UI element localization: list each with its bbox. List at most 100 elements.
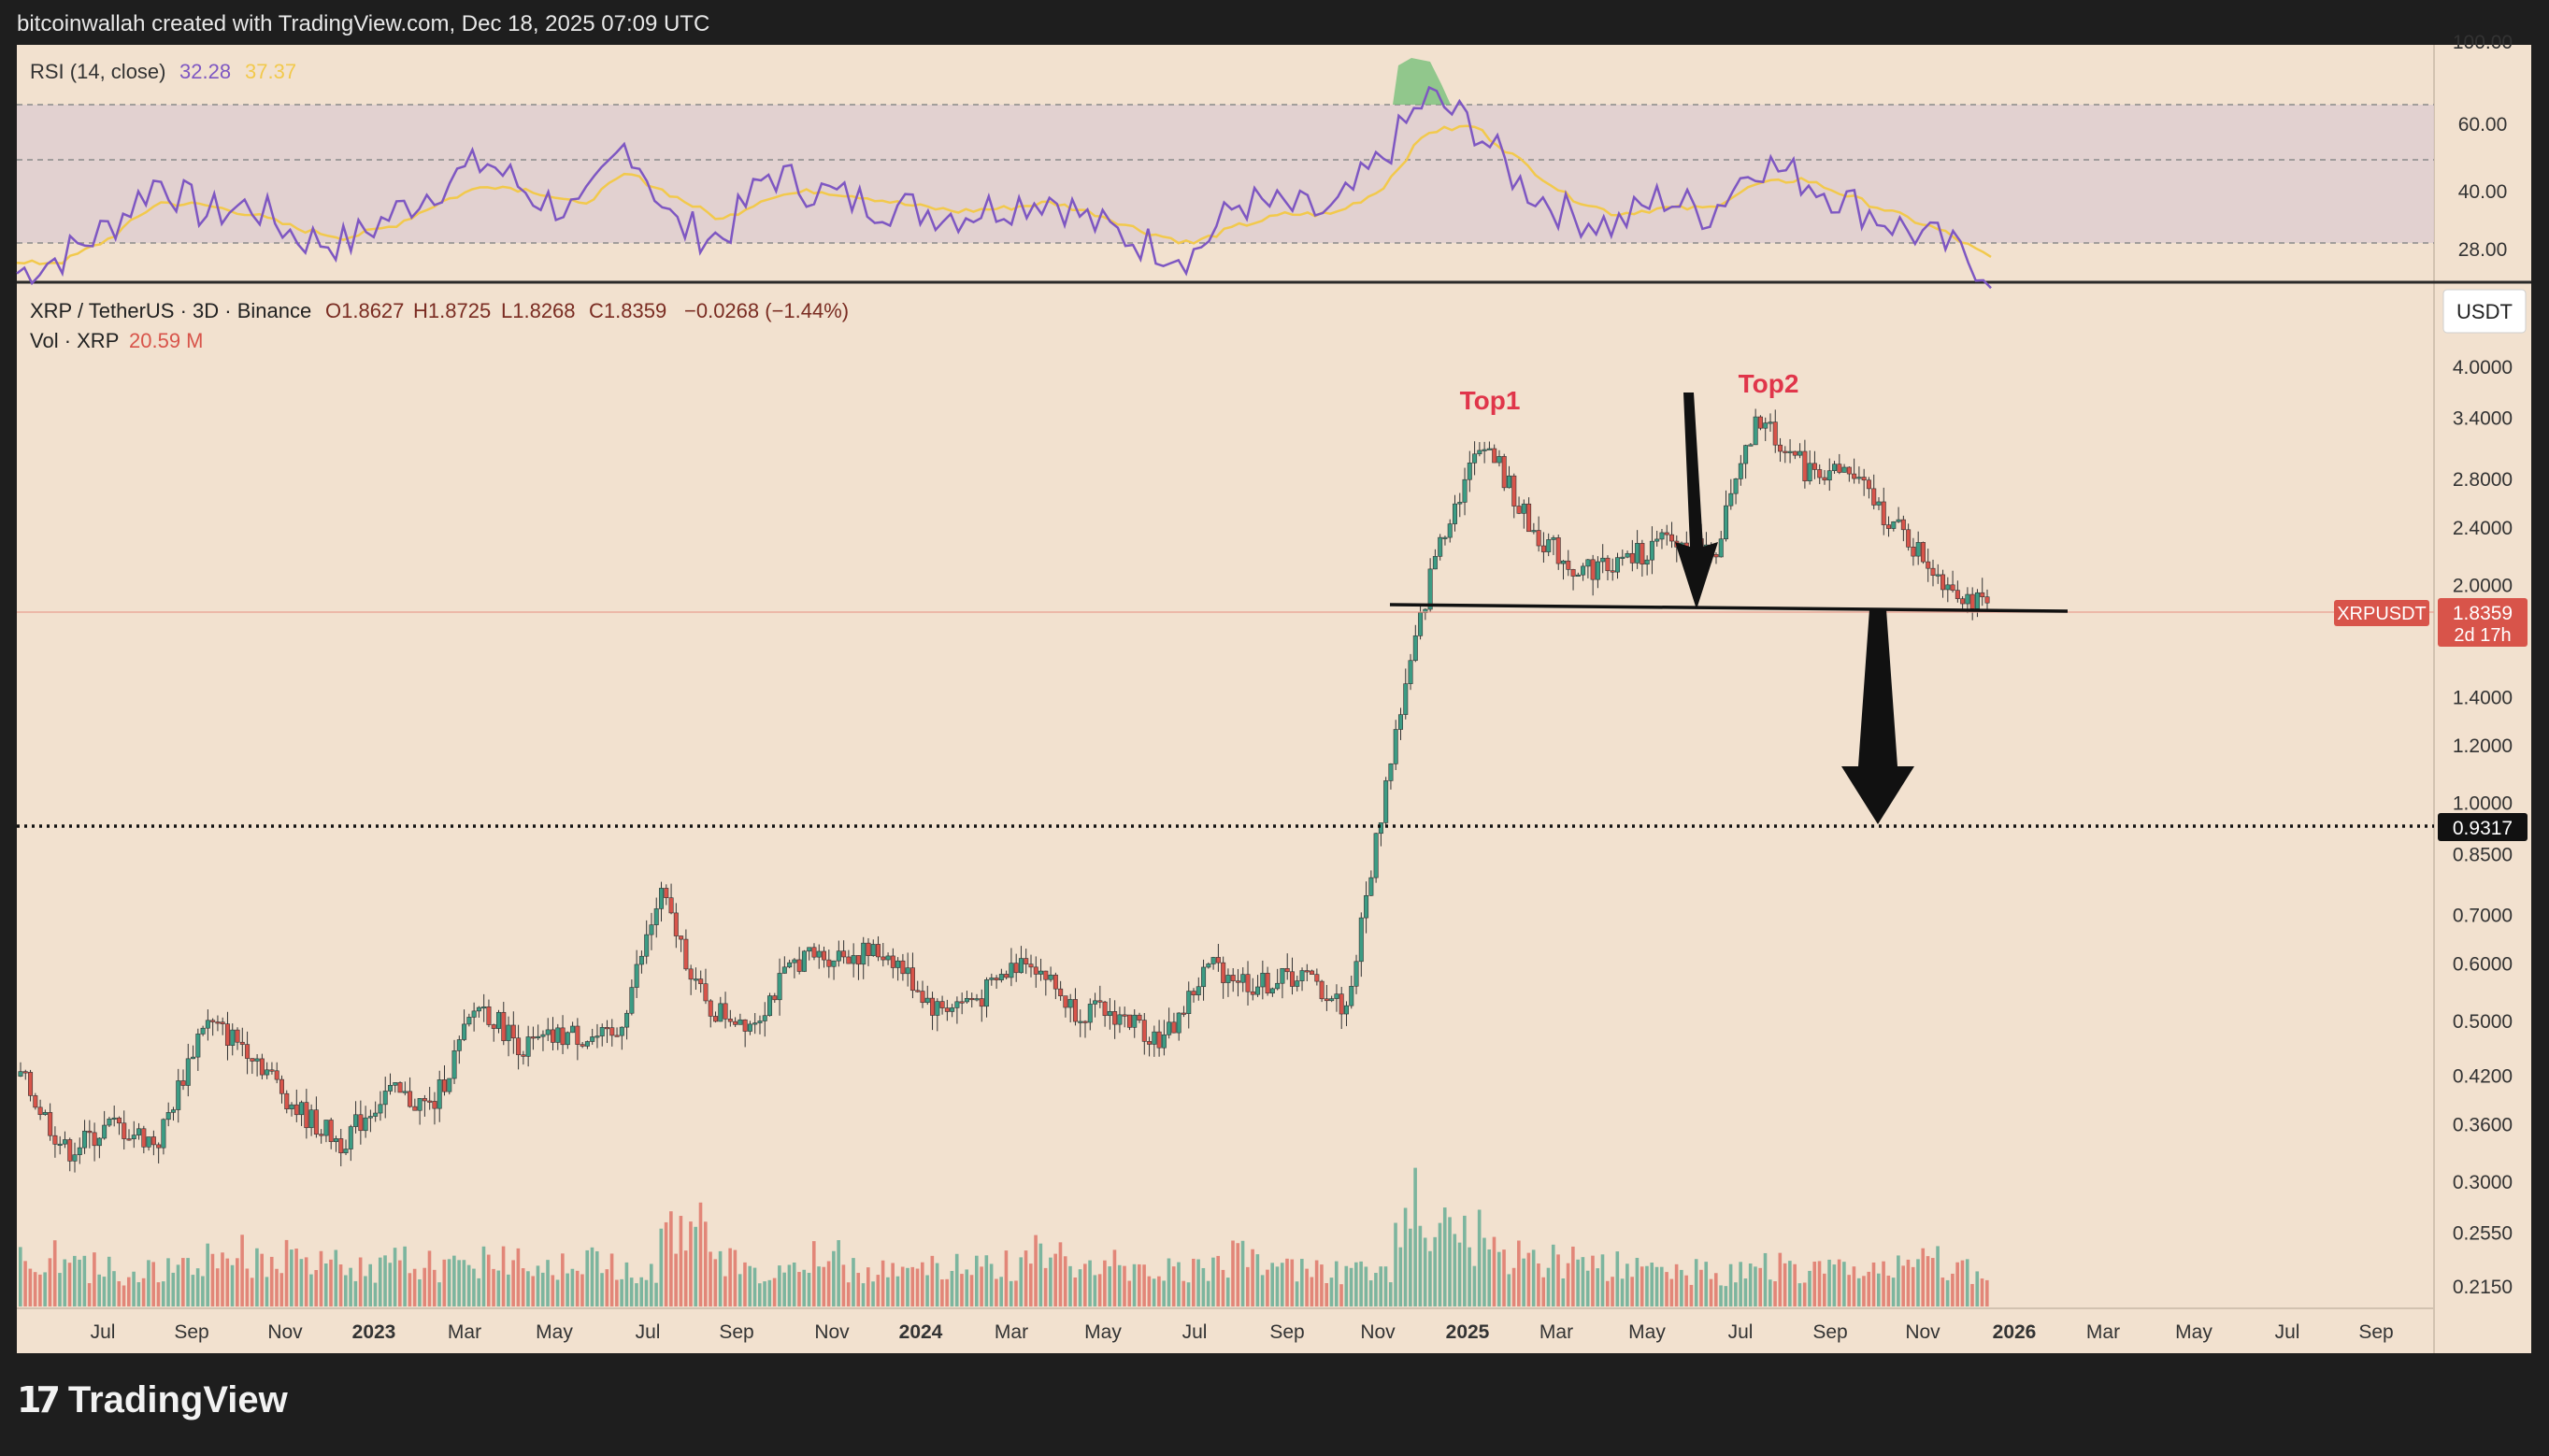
volume-bar [1551, 1244, 1555, 1306]
candle-body [205, 1020, 210, 1029]
volume-bar [1808, 1270, 1812, 1306]
volume-bar [995, 1278, 998, 1306]
candle-body [136, 1128, 142, 1135]
volume-bar [1827, 1259, 1831, 1306]
currency-button[interactable]: USDT [2442, 289, 2527, 334]
candle-body [1018, 958, 1024, 974]
symbol-line[interactable]: XRP / TetherUS · 3D · Binance [30, 299, 311, 322]
candle-body [1871, 488, 1877, 506]
time-axis-label: Jul [2275, 1321, 2300, 1343]
volume-bar [1665, 1272, 1668, 1306]
volume-bar [1739, 1262, 1742, 1306]
rsi-legend-label: RSI (14, close) [30, 60, 166, 83]
candle-body [1546, 539, 1552, 552]
volume-bar [1921, 1248, 1926, 1306]
candle-body [1792, 450, 1797, 456]
volume-bar [1591, 1255, 1595, 1306]
candle-body [905, 967, 910, 975]
candle-body [1053, 974, 1058, 990]
volume-bar [1758, 1267, 1763, 1306]
volume-bar [1058, 1242, 1063, 1306]
volume-bar [319, 1250, 323, 1306]
volume-bar [940, 1279, 944, 1306]
candle-body [245, 1044, 251, 1059]
volume-bar [210, 1253, 215, 1306]
candle-body [924, 997, 930, 1004]
volume-bar [1674, 1263, 1679, 1306]
volume-bar [437, 1282, 441, 1306]
candle-body [72, 1154, 78, 1162]
volume-bar [1611, 1277, 1614, 1306]
candle-body [87, 1130, 93, 1134]
neckline[interactable] [1389, 603, 2069, 613]
target-tag[interactable]: 0.9317 [2438, 813, 2528, 841]
candle-body [1822, 477, 1827, 481]
candle-body [22, 1071, 28, 1074]
candle-body [1043, 970, 1049, 980]
volume-bar [1251, 1249, 1254, 1306]
candle-body [1004, 974, 1010, 978]
measured-move-arrow[interactable] [1675, 393, 1718, 609]
volume-bar [1266, 1269, 1269, 1306]
candle-body [42, 1112, 48, 1116]
time-axis-label: May [536, 1321, 573, 1343]
candle-body [308, 1109, 314, 1129]
candle-body [1896, 519, 1901, 522]
candle-body [506, 1024, 511, 1041]
price-tag[interactable]: XRPUSDT 1.8359 2d 17h [2334, 598, 2528, 647]
volume-bar [1507, 1274, 1511, 1306]
volume-bar [594, 1250, 599, 1306]
candle-body [1250, 991, 1255, 995]
price-axis[interactable] [2434, 45, 2531, 1353]
volume-bar [245, 1268, 250, 1306]
volume-bar [136, 1282, 141, 1306]
volume-bar [772, 1278, 777, 1306]
volume-bar [954, 1253, 959, 1306]
candle-body [1511, 475, 1517, 507]
tradingview-logo[interactable]: 𝟭𝟳 TradingView [17, 1379, 288, 1421]
volume-bar [733, 1249, 737, 1306]
volume-bar [1526, 1252, 1531, 1306]
volume-bar [1985, 1279, 1989, 1306]
volume-bar [1231, 1240, 1235, 1306]
volume-bar [1295, 1281, 1299, 1306]
volume-bar [1117, 1264, 1122, 1306]
volume-bar [33, 1272, 37, 1306]
candle-body [382, 1091, 388, 1106]
volume-bar [1246, 1266, 1250, 1306]
volume-bar [1537, 1263, 1540, 1306]
candle-body [486, 1006, 492, 1025]
volume-bar [102, 1277, 107, 1306]
volume-bar [1871, 1262, 1876, 1306]
candle-body [777, 973, 782, 1001]
candle-body [1837, 464, 1842, 473]
volume-bar [555, 1279, 560, 1306]
volume-bar [501, 1246, 506, 1306]
candle-body [565, 1032, 570, 1046]
candle-body [1063, 995, 1068, 1008]
volume-bar [452, 1255, 456, 1306]
volume-bar [615, 1279, 619, 1306]
volume-bar [1585, 1270, 1590, 1306]
time-axis[interactable]: Jul Sep Nov 2023 Mar May Jul Sep Nov 2024 Mar May Ju… [91, 1321, 2394, 1343]
volume-bar [1428, 1250, 1432, 1306]
candle-body [876, 944, 881, 958]
projection-arrow[interactable] [1841, 609, 1914, 824]
volume-bar [304, 1257, 308, 1306]
annotation-top2[interactable]: Top2 [1739, 369, 1799, 398]
candle-body [466, 1017, 472, 1025]
rsi-axis[interactable]: 100.00 60.00 40.00 28.00 [2453, 32, 2513, 261]
candle-body [1334, 993, 1339, 999]
volume-bar [314, 1269, 318, 1306]
price-tag-value-box [2438, 598, 2528, 647]
volume-bar [1093, 1275, 1097, 1306]
candle-body [1826, 470, 1832, 481]
candle-body [1940, 574, 1946, 591]
candle-body [111, 1117, 117, 1121]
candle-body [1141, 1020, 1147, 1042]
candle-body [1225, 975, 1231, 983]
volume-bar [1186, 1282, 1191, 1306]
annotation-top1[interactable]: Top1 [1460, 386, 1521, 415]
candle-body [939, 1001, 945, 1008]
